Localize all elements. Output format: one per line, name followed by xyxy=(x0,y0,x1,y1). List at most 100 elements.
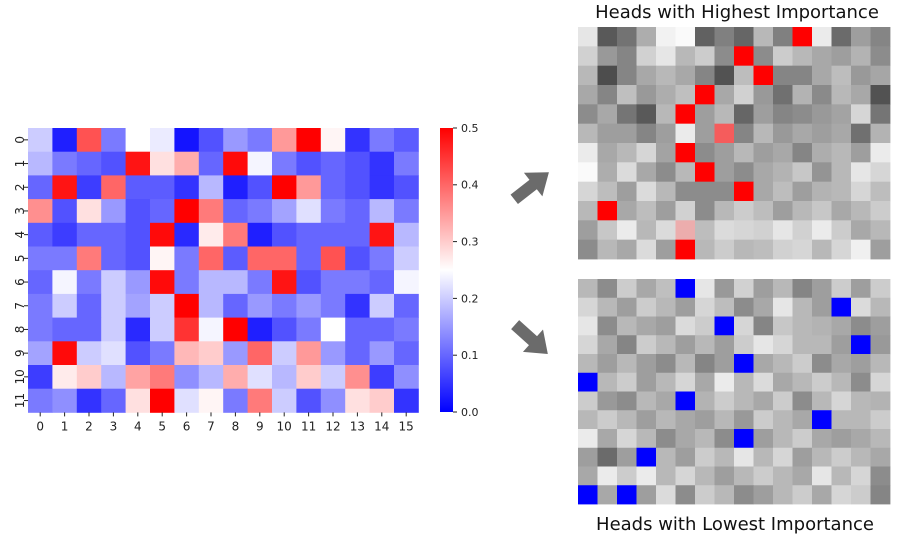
head-cell xyxy=(656,429,676,449)
head-cell xyxy=(753,335,774,355)
head-cell xyxy=(734,201,754,221)
x-tick-label: 5 xyxy=(158,419,166,433)
heatmap-cell-0-7 xyxy=(198,128,224,153)
heatmap-cell-2-6 xyxy=(174,175,200,200)
heatmap-cell-11-15 xyxy=(394,388,419,413)
heatmap-cell-8-14 xyxy=(369,317,395,342)
colorbar-ticks: 0.0 0.1 0.2 0.3 0.4 0.5 xyxy=(453,122,479,419)
head-cell xyxy=(675,85,696,105)
head-cell xyxy=(597,220,618,241)
heatmap-cell-6-13 xyxy=(345,270,370,295)
head-cell xyxy=(773,354,793,374)
head-cell xyxy=(695,410,715,430)
head-cell xyxy=(831,201,852,221)
head-cell xyxy=(851,104,871,125)
heatmap-cell-4-6 xyxy=(174,222,200,247)
head-cell xyxy=(578,65,598,86)
head-cell xyxy=(831,447,852,467)
head-cell xyxy=(578,143,598,163)
heatmap-cell-9-13 xyxy=(345,341,370,366)
heatmap-cell-7-11 xyxy=(296,293,322,318)
head-cell xyxy=(773,429,793,449)
heatmap-cell-5-12 xyxy=(320,246,346,271)
head-cell xyxy=(734,297,754,317)
head-cell xyxy=(851,485,871,505)
head-cell xyxy=(578,162,598,183)
head-cell xyxy=(753,104,774,125)
heatmap-cell-3-3 xyxy=(101,199,126,224)
head-cell xyxy=(792,201,813,221)
head-cell xyxy=(714,104,735,125)
head-cell xyxy=(714,466,735,486)
heatmap-cell-8-5 xyxy=(150,317,175,342)
head-cell xyxy=(695,372,715,392)
x-tick-label: 0 xyxy=(36,419,44,433)
highlighted-head-cell xyxy=(831,297,852,317)
head-cell xyxy=(851,316,871,336)
head-cell xyxy=(792,220,813,241)
arrow-down-right-icon xyxy=(511,320,548,355)
heatmap-cell-5-14 xyxy=(369,246,395,271)
head-cell xyxy=(675,485,696,505)
heatmap-cell-7-12 xyxy=(320,293,346,318)
head-cell xyxy=(617,316,637,336)
heatmap-cell-10-9 xyxy=(247,365,273,390)
head-cell xyxy=(675,429,696,449)
head-cell xyxy=(831,123,852,144)
head-cell xyxy=(851,410,871,430)
head-cell xyxy=(597,447,618,467)
head-cell xyxy=(714,239,735,260)
highlighted-head-cell xyxy=(812,410,832,430)
head-cell xyxy=(675,372,696,392)
head-cell xyxy=(617,297,637,317)
head-cell xyxy=(578,335,598,355)
heatmap-cell-3-11 xyxy=(296,199,322,224)
head-cell xyxy=(734,123,754,144)
head-cell xyxy=(831,46,852,67)
heatmap-cell-6-10 xyxy=(272,270,297,295)
head-cell xyxy=(597,143,618,163)
head-cell xyxy=(714,410,735,430)
head-cell xyxy=(773,85,793,105)
heatmap-cell-0-3 xyxy=(101,128,126,153)
head-cell xyxy=(812,104,832,125)
head-cell xyxy=(812,181,832,202)
heatmap-cell-8-13 xyxy=(345,317,370,342)
head-cell xyxy=(812,220,832,241)
head-cell xyxy=(656,372,676,392)
head-cell xyxy=(734,466,754,486)
heatmap-cell-8-7 xyxy=(198,317,224,342)
head-cell xyxy=(851,65,871,86)
head-cell xyxy=(617,104,637,125)
head-cell xyxy=(773,485,793,505)
heatmap-cell-8-10 xyxy=(272,317,297,342)
heatmap-cell-11-9 xyxy=(247,388,273,413)
head-cell xyxy=(597,104,618,125)
head-cell xyxy=(870,123,891,144)
head-cell xyxy=(714,391,735,411)
highlighted-head-cell xyxy=(675,239,696,260)
heatmap-cell-8-3 xyxy=(101,317,126,342)
head-cell xyxy=(695,316,715,336)
heatmap-cell-2-13 xyxy=(345,175,370,200)
heatmap-cell-10-13 xyxy=(345,365,370,390)
head-cell xyxy=(636,65,657,86)
head-cell xyxy=(636,316,657,336)
heatmap-cell-2-10 xyxy=(272,175,297,200)
heatmap-cell-2-3 xyxy=(101,175,126,200)
head-cell xyxy=(617,239,637,260)
y-tick-label: 4 xyxy=(13,231,27,239)
colorbar-tick-label: 0.0 xyxy=(461,406,479,419)
heatmap-cell-4-1 xyxy=(52,222,78,247)
head-cell xyxy=(870,354,891,374)
head-cell xyxy=(753,27,774,47)
heatmap-cell-8-2 xyxy=(76,317,102,342)
head-cell xyxy=(831,466,852,486)
head-cell xyxy=(812,201,832,221)
head-cell xyxy=(656,123,676,144)
x-tick-label: 4 xyxy=(134,419,142,433)
heatmap-cell-5-3 xyxy=(101,246,126,271)
heatmap-cell-9-2 xyxy=(76,341,102,366)
head-cell xyxy=(831,354,852,374)
head-cell xyxy=(792,143,813,163)
